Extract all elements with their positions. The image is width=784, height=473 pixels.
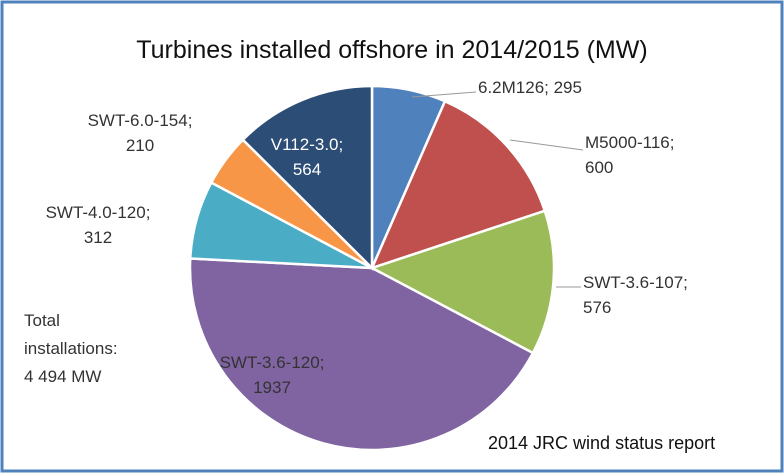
data-label: SWT-3.6-107; 576 [583,273,688,317]
data-label: SWT-3.6-120; 1937 [220,353,325,397]
pie-slice [368,209,556,355]
data-label: 6.2M126; 295 [478,78,582,97]
pie-slice [188,257,535,452]
annotation: Total installations: 4 494 MW [24,311,118,386]
data-label: V112-3.0; 564 [271,135,343,179]
leader-line [509,139,584,151]
pie-slice [369,99,547,271]
pie [188,84,556,452]
pie-slice [241,84,374,272]
data-label: M5000-116; 600 [585,133,674,177]
annotation: 2014 JRC wind status report [488,433,715,453]
data-label: SWT-4.0-120; 312 [46,203,151,247]
data-label: SWT-6.0-154; 210 [88,111,193,155]
chart-title: Turbines installed offshore in 2014/2015… [136,36,647,64]
leader-line [411,91,477,98]
